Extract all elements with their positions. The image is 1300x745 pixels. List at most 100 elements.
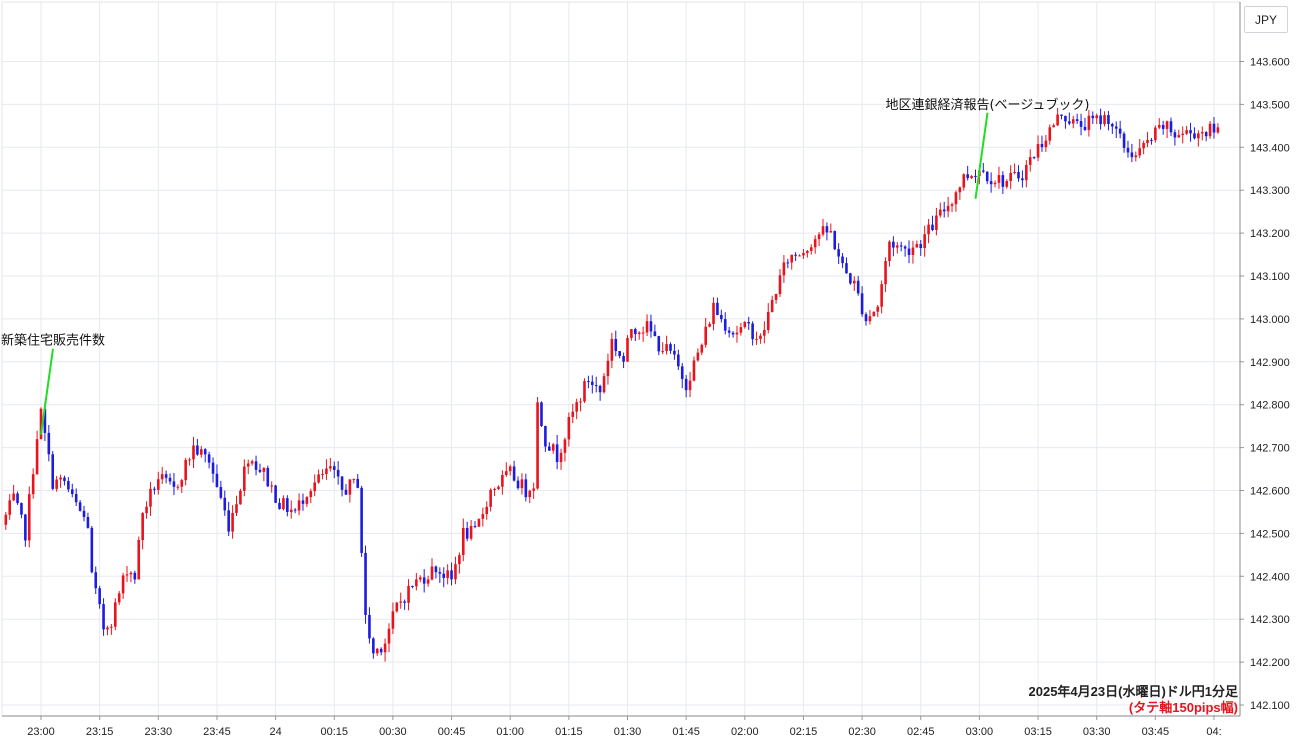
candle-down — [591, 381, 594, 386]
candle-down — [864, 314, 868, 322]
candle-up — [759, 335, 762, 339]
currency-label[interactable]: JPY — [1244, 6, 1288, 33]
candle-down — [849, 273, 852, 284]
candle-down — [196, 445, 199, 455]
candle-down — [1091, 115, 1095, 119]
candle-down — [1032, 157, 1036, 159]
candle-up — [489, 489, 492, 507]
candle-down — [1212, 123, 1216, 133]
candle-up — [325, 468, 328, 475]
candle-up — [8, 500, 12, 515]
candle-down — [368, 614, 371, 639]
candle-up — [313, 482, 316, 492]
candle-down — [1169, 121, 1173, 133]
candle-down — [379, 648, 383, 653]
candle-down — [903, 246, 907, 249]
x-tick-label: 02:00 — [731, 726, 759, 738]
candle-up — [35, 439, 39, 475]
x-tick-label: 01:45 — [672, 726, 700, 738]
y-tick-label: 142.300 — [1250, 614, 1290, 626]
candle-up — [520, 479, 524, 489]
candle-up — [1216, 127, 1220, 133]
candle-down — [614, 338, 618, 352]
candle-up — [817, 234, 821, 240]
x-tick-label: 23:30 — [145, 726, 173, 738]
candle-up — [880, 284, 883, 307]
candle-down — [203, 449, 207, 455]
candle-up — [895, 245, 899, 248]
candle-up — [798, 255, 801, 257]
x-tick-label: 02:30 — [848, 726, 876, 738]
annotation-line — [974, 112, 989, 199]
candle-down — [67, 481, 70, 490]
candle-down — [794, 254, 797, 256]
candle-down — [215, 473, 219, 487]
candle-down — [1189, 130, 1192, 134]
y-tick-label: 142.900 — [1250, 357, 1290, 369]
candle-down — [43, 408, 47, 433]
y-tick-label: 143.400 — [1250, 142, 1290, 154]
candle-up — [567, 416, 571, 440]
candle-down — [1017, 172, 1020, 179]
candle-up — [997, 175, 1001, 183]
candle-up — [129, 572, 133, 575]
candle-up — [504, 471, 508, 476]
candle-up — [1009, 172, 1012, 182]
candle-up — [884, 261, 887, 285]
candle-down — [364, 552, 367, 615]
candle-down — [223, 497, 227, 511]
candle-up — [12, 493, 15, 501]
candle-up — [888, 241, 891, 262]
candle-down — [931, 224, 934, 230]
candle-up — [1177, 135, 1181, 138]
candle-up — [809, 247, 813, 251]
candle-down — [168, 477, 172, 482]
candle-down — [1150, 139, 1153, 141]
candle-down — [465, 527, 469, 539]
candle-up — [813, 239, 817, 248]
candle-up — [508, 466, 512, 472]
candle-up — [31, 474, 35, 495]
candle-down — [411, 585, 414, 587]
candle-down — [403, 601, 406, 603]
x-tick-label: 00:45 — [438, 726, 466, 738]
candle-up — [418, 577, 422, 580]
x-tick-label: 00:15 — [320, 726, 348, 738]
y-tick-label: 143.000 — [1250, 314, 1290, 326]
y-tick-label: 143.500 — [1250, 99, 1290, 111]
candle-up — [321, 474, 324, 476]
candle-down — [907, 248, 911, 255]
candle-up — [1181, 133, 1185, 136]
candle-up — [1087, 115, 1091, 130]
candle-down — [372, 638, 375, 654]
annotation-label: 地区連銀経済報告(ベージュブック) — [885, 97, 1089, 113]
candle-up — [1028, 157, 1032, 165]
y-tick-label: 142.600 — [1250, 486, 1290, 498]
candle-up — [430, 566, 434, 580]
candle-down — [227, 510, 230, 532]
candle-down — [825, 226, 829, 233]
candle-up — [110, 626, 113, 628]
candle-down — [153, 488, 156, 490]
candle-up — [1200, 132, 1204, 134]
candle-up — [243, 466, 246, 491]
candle-up — [778, 275, 782, 294]
candle-down — [336, 469, 340, 477]
candle-up — [454, 564, 457, 580]
x-tick-label: 03:30 — [1083, 726, 1111, 738]
chart-caption: 2025年4月23日(水曜日)ドル円1分足 — [1028, 684, 1239, 699]
candle-down — [47, 432, 51, 455]
candle-up — [481, 514, 485, 519]
candle-up — [935, 215, 938, 230]
candle-up — [137, 539, 141, 580]
candle-up — [149, 488, 152, 507]
candle-up — [551, 444, 555, 451]
candle-down — [860, 293, 864, 315]
candle-down — [649, 321, 653, 332]
candle-down — [258, 469, 262, 472]
candle-up — [532, 488, 535, 491]
candle-up — [946, 205, 950, 212]
candle-up — [665, 344, 668, 352]
candle-up — [200, 449, 203, 455]
